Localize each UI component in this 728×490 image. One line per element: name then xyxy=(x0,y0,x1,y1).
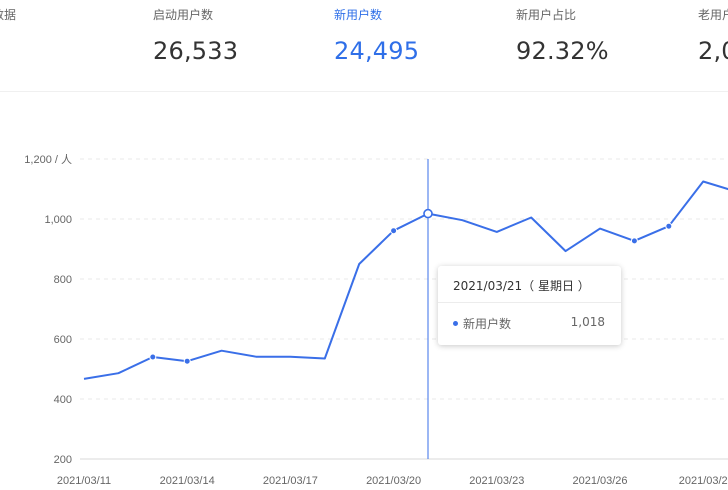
metric-value: 2,0 xyxy=(698,37,728,65)
metric-value: 26,533 xyxy=(153,37,239,65)
y-tick-label: 800 xyxy=(54,274,72,286)
metric-label: 新用户占比 xyxy=(516,8,577,22)
x-tick-label: 2021/03/20 xyxy=(366,475,421,487)
x-tick-label: 2021/03/2 xyxy=(679,475,728,487)
metric-label: 老用户 xyxy=(698,8,728,22)
tooltip-value: 1,018 xyxy=(570,315,605,329)
y-tick-label: 400 xyxy=(54,394,72,406)
y-tick-label: 1,200 / 人 xyxy=(24,153,72,166)
data-point xyxy=(183,357,191,365)
y-tick-label: 200 xyxy=(54,454,72,466)
x-tick-label: 2021/03/14 xyxy=(160,475,215,487)
x-tick-label: 2021/03/17 xyxy=(263,475,318,487)
metric-value: 92.32% xyxy=(516,37,609,65)
grid-lines xyxy=(80,158,728,460)
x-tick-label: 2021/03/26 xyxy=(572,475,627,487)
series-line xyxy=(83,180,728,380)
data-point xyxy=(630,237,638,245)
y-axis: 200 400 600 800 1,000 1,200 / 人 xyxy=(24,153,72,466)
x-axis: 2021/03/11 2021/03/14 2021/03/17 2021/03/20… xyxy=(57,475,728,487)
metric-label: 新用户数 xyxy=(334,8,383,22)
metric-label: 数据 xyxy=(0,8,17,22)
series-dot-icon xyxy=(453,321,458,326)
highlighted-data-point xyxy=(423,208,433,219)
metric-label: 启动用户数 xyxy=(153,8,214,22)
series-new-users xyxy=(83,180,728,380)
y-tick-label: 1,000 xyxy=(44,214,72,226)
metrics-bar: 数据 启动用户数 26,533 新用户数 24,495 新用户占比 92.32%… xyxy=(0,0,728,92)
tooltip-row: 新用户数 1,018 xyxy=(453,315,605,332)
chart-tooltip: 2021/03/21（ 星期日 ） 新用户数 1,018 xyxy=(438,266,621,345)
tooltip-date: 2021/03/21（ 星期日 ） xyxy=(453,279,590,293)
x-tick-label: 2021/03/11 xyxy=(57,475,111,487)
tooltip-divider xyxy=(438,302,621,303)
x-tick-label: 2021/03/23 xyxy=(469,475,524,487)
metric-value: 24,495 xyxy=(334,37,420,65)
tooltip-series-name: 新用户数 xyxy=(463,317,512,331)
data-point xyxy=(390,227,398,235)
y-tick-label: 600 xyxy=(54,334,72,346)
data-point xyxy=(149,353,157,361)
data-point xyxy=(665,222,673,230)
